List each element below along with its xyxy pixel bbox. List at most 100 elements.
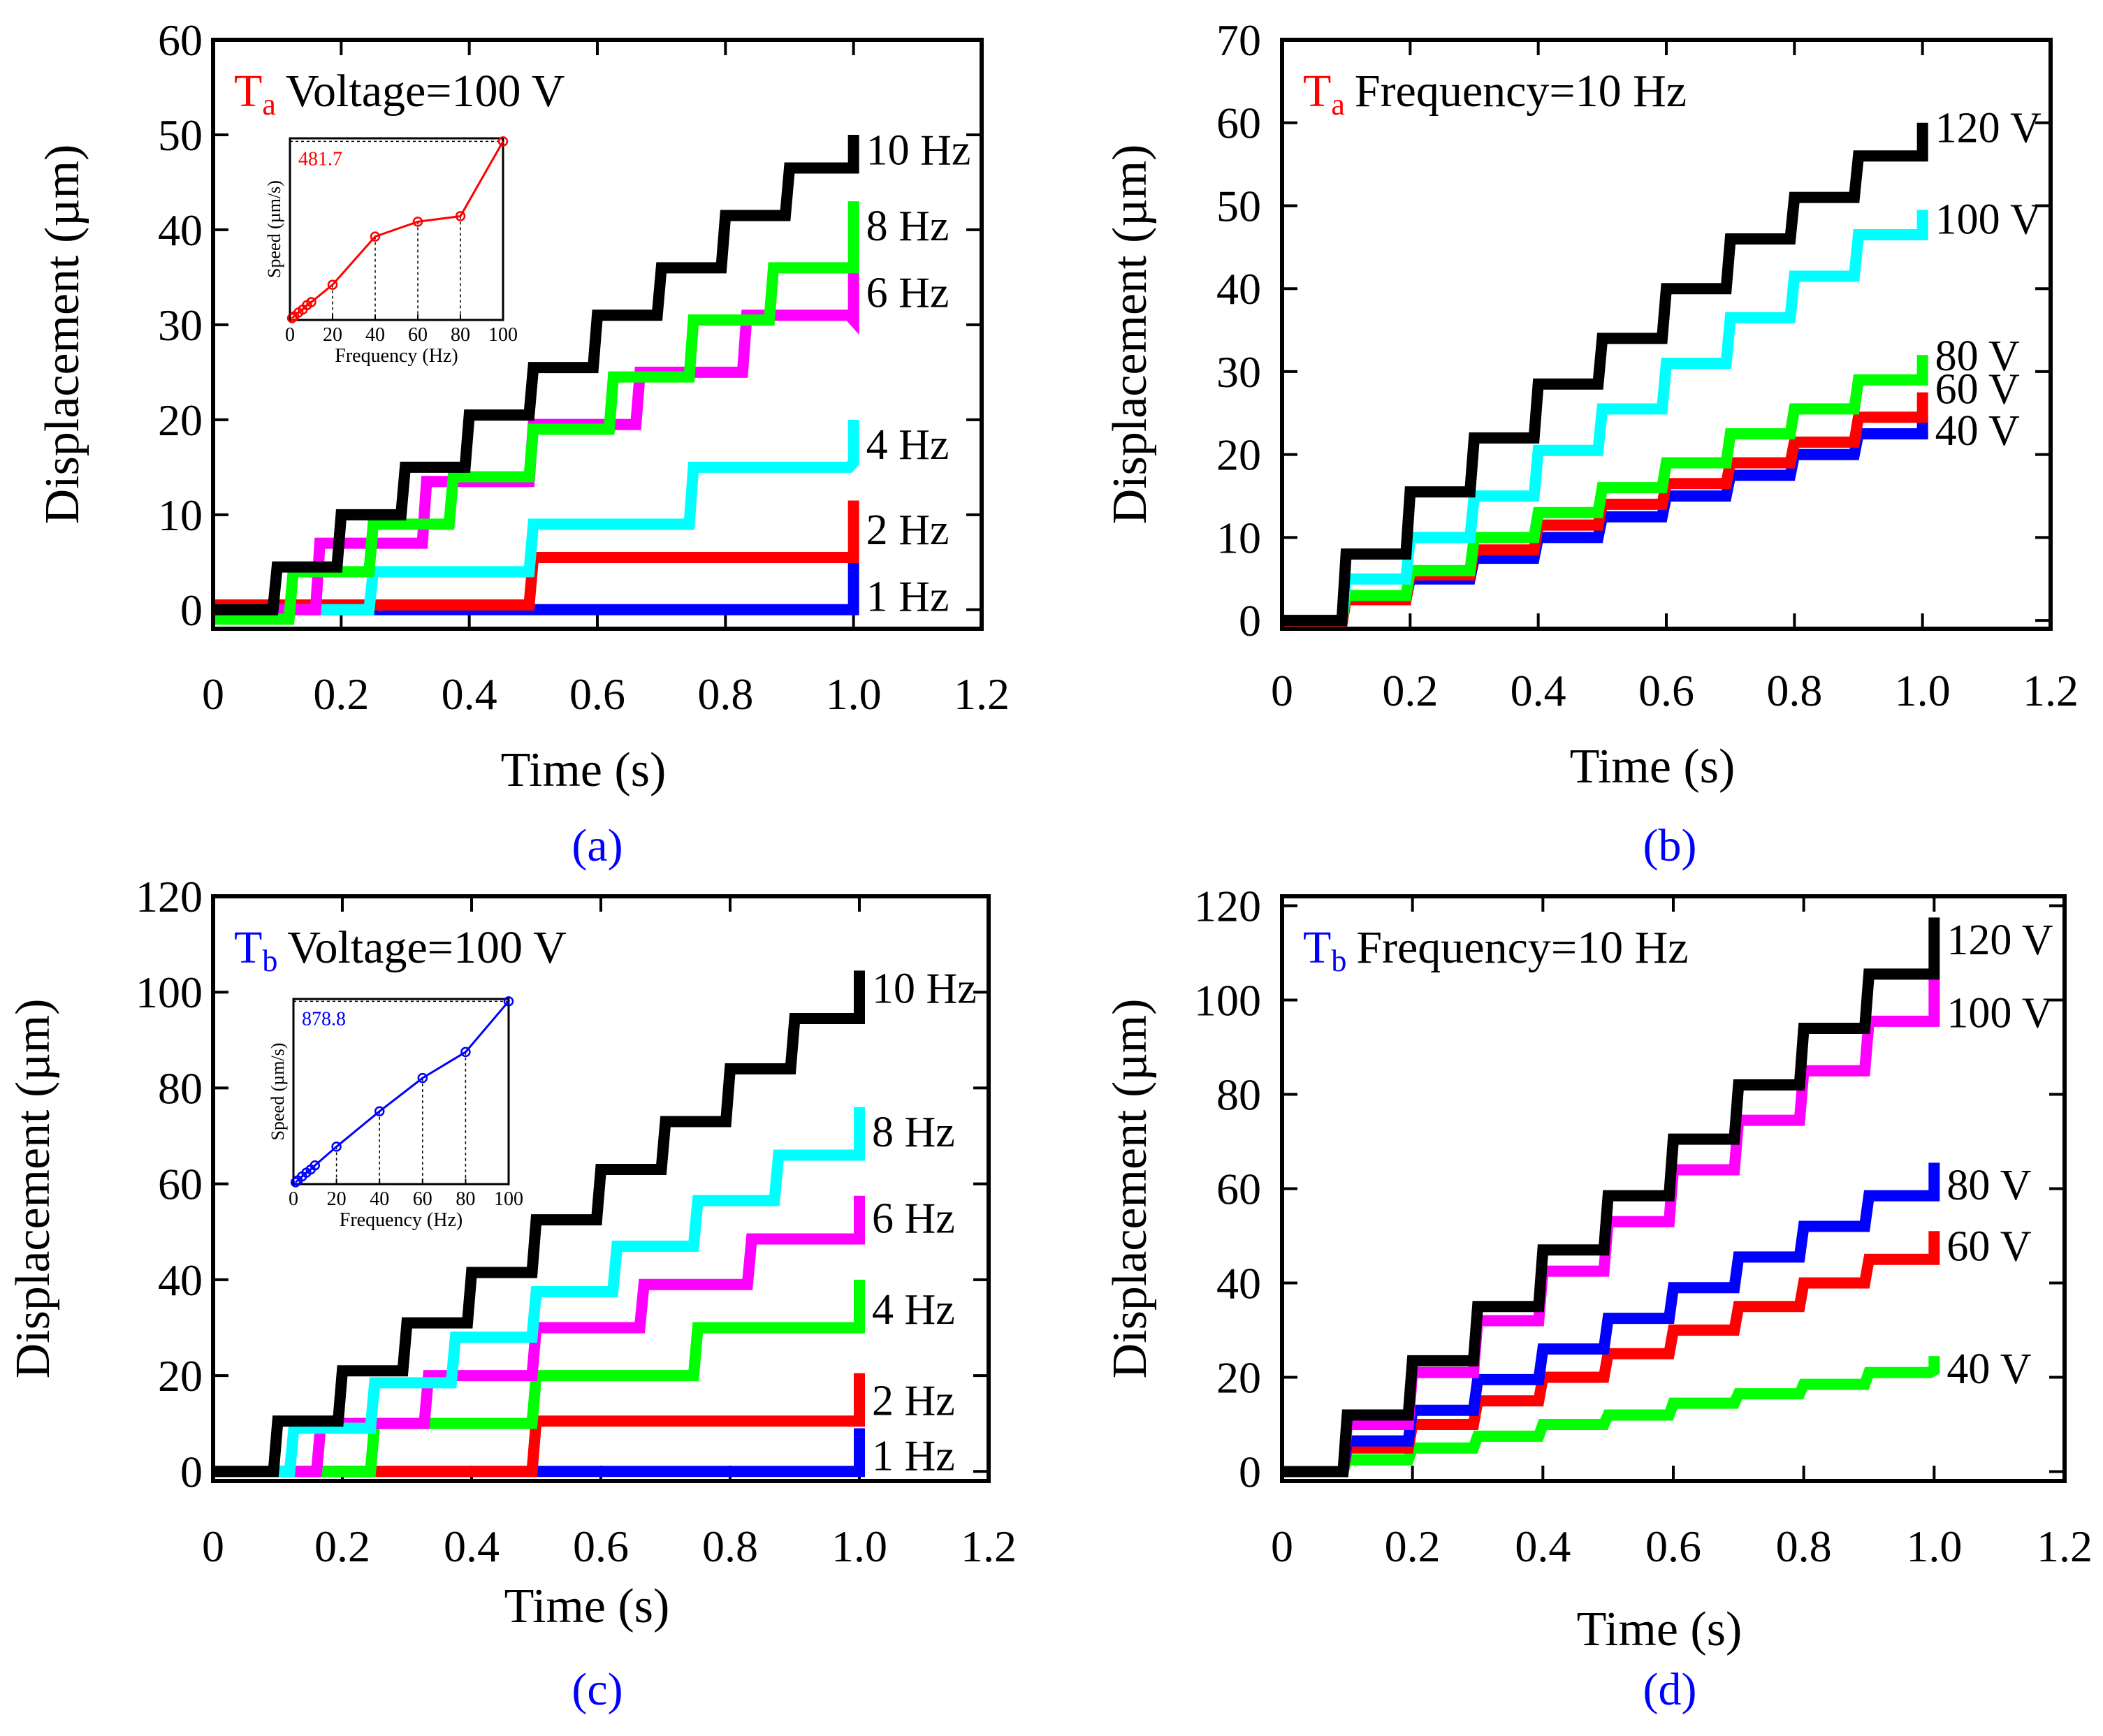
x-tick-label: 0.8 — [1776, 1522, 1832, 1571]
inset-x-tick-label: 80 — [451, 324, 470, 346]
inset-c: 0 20 40 60 80 100 Frequency (Hz) Speed (µm/s) 87… — [268, 996, 523, 1231]
inset-point — [374, 1106, 385, 1117]
inset-x-tick-label: 100 — [494, 1188, 523, 1210]
panel-title: Ta Frequency=10 Hz — [1303, 66, 1687, 122]
inset-point — [460, 1046, 471, 1058]
y-tick-label: 40 — [1216, 264, 1261, 314]
y-axis-label: Displacement (µm) — [36, 145, 89, 525]
y-tick-label: 70 — [1216, 15, 1261, 65]
x-tick-label: 0.8 — [697, 669, 753, 719]
y-tick-label: 0 — [180, 1447, 203, 1496]
x-tick-label: 0.4 — [1511, 666, 1566, 715]
title-tag: T — [234, 922, 262, 973]
x-tick-label: 1.0 — [826, 669, 882, 719]
panel-title: Tb Frequency=10 Hz — [1303, 922, 1689, 978]
panel-caption: (b) — [1643, 820, 1697, 871]
series-label: 1 Hz — [872, 1432, 955, 1480]
x-tick-label: 0.8 — [1766, 666, 1822, 715]
y-tick-label: 60 — [1216, 1165, 1261, 1214]
inset-x-axis-label: Frequency (Hz) — [335, 345, 458, 367]
series-line-120-v — [1282, 917, 1940, 1478]
y-tick-label: 30 — [158, 300, 203, 350]
series-line-4-hz — [213, 419, 859, 615]
x-tick-label: 0 — [1271, 1522, 1293, 1571]
panel-a: 0 0.2 0.4 0.6 0.8 1.0 1.2 0 10 20 30 40 50 60 1 Hz 2 Hz… — [36, 15, 1010, 871]
inset-point — [412, 217, 423, 227]
series-label: 100 V — [1935, 196, 2042, 243]
inset-x-tick-label: 40 — [365, 324, 385, 346]
series-line-8-hz — [213, 1107, 865, 1478]
inset-point — [497, 136, 509, 147]
x-tick-label: 0 — [1271, 666, 1293, 715]
title-tag: T — [234, 66, 262, 117]
title-subscript: b — [1331, 944, 1346, 978]
series-label: 100 V — [1946, 989, 2053, 1037]
y-tick-label: 20 — [1216, 1353, 1261, 1403]
y-tick-label: 40 — [158, 1255, 203, 1305]
series-label: 60 V — [1935, 366, 2020, 414]
x-tick-label: 1.0 — [831, 1522, 887, 1571]
x-tick-label: 0.4 — [442, 669, 497, 719]
title-text: Voltage=100 V — [287, 922, 567, 973]
y-tick-label: 0 — [180, 585, 203, 635]
y-tick-label: 40 — [158, 205, 203, 255]
panel-title: Tb Voltage=100 V — [234, 922, 567, 978]
title-text: Frequency=10 Hz — [1355, 66, 1687, 117]
panel-caption: (c) — [572, 1664, 623, 1715]
y-tick-label: 0 — [1239, 1447, 1261, 1497]
series-label: 10 Hz — [872, 965, 977, 1012]
y-tick-label: 60 — [158, 1160, 203, 1209]
panel-c: 0 0.2 0.4 0.6 0.8 1.0 1.2 0 20 40 60 80 100 120 1 Hz 2 … — [6, 872, 1017, 1715]
series-label: 2 Hz — [872, 1377, 955, 1424]
series-line-8-hz — [213, 201, 859, 625]
title-text: Frequency=10 Hz — [1356, 922, 1688, 973]
y-tick-label: 20 — [158, 1351, 203, 1401]
series-line-40-v — [1282, 1356, 1940, 1478]
y-tick-label: 40 — [1216, 1259, 1261, 1308]
inset-y-axis-label: Speed (µm/s) — [264, 180, 284, 278]
series-label: 8 Hz — [872, 1109, 955, 1156]
plot-frame — [211, 894, 991, 1483]
y-axis-label: Displacement (µm) — [1103, 999, 1157, 1379]
series-label: 120 V — [1946, 917, 2053, 964]
series-line-2-hz — [213, 500, 859, 611]
panel-title: Ta Voltage=100 V — [234, 66, 565, 122]
y-tick-label: 80 — [158, 1063, 203, 1113]
series-label: 1 Hz — [866, 573, 949, 620]
inset-point — [306, 297, 316, 307]
x-tick-label: 0.6 — [1638, 666, 1694, 715]
plot-frame — [211, 38, 984, 631]
series-label: 40 V — [1935, 407, 2020, 455]
x-tick-label: 0.2 — [1382, 666, 1438, 715]
inset-x-tick-label: 20 — [323, 324, 342, 346]
series-label: 2 Hz — [866, 506, 949, 554]
y-tick-label: 100 — [136, 968, 203, 1017]
x-tick-label: 1.2 — [961, 1522, 1017, 1571]
x-tick-label: 0 — [202, 669, 224, 719]
x-tick-label: 0.2 — [1385, 1522, 1441, 1571]
inset-x-tick-label: 60 — [408, 324, 428, 346]
inset-x-tick-label: 0 — [285, 324, 295, 346]
series-label: 40 V — [1946, 1345, 2031, 1393]
y-tick-label: 20 — [1216, 430, 1261, 480]
inset-a: 0 20 40 60 80 100 Frequency (Hz) Speed (µm/s) 48… — [264, 136, 518, 367]
inset-x-axis-label: Frequency (Hz) — [340, 1209, 463, 1231]
y-tick-label: 120 — [1194, 882, 1261, 931]
inset-point — [327, 279, 338, 290]
y-tick-label: 60 — [1216, 99, 1261, 148]
panel-caption: (d) — [1643, 1664, 1697, 1715]
x-tick-label: 1.0 — [1895, 666, 1951, 715]
inset-x-tick-label: 80 — [456, 1188, 475, 1210]
x-axis-label: Time (s) — [501, 743, 667, 797]
y-tick-label: 30 — [1216, 347, 1261, 397]
series-label: 120 V — [1935, 105, 2042, 152]
y-axis-label: Displacement (µm) — [1103, 145, 1157, 525]
y-tick-label: 20 — [158, 395, 203, 445]
x-tick-label: 1.0 — [1906, 1522, 1962, 1571]
series-label: 4 Hz — [866, 421, 949, 469]
y-tick-label: 10 — [1216, 513, 1261, 562]
title-subscript: b — [262, 944, 277, 978]
y-tick-label: 50 — [1216, 181, 1261, 231]
inset-x-tick-label: 20 — [327, 1188, 347, 1210]
series-label: 6 Hz — [866, 269, 949, 316]
